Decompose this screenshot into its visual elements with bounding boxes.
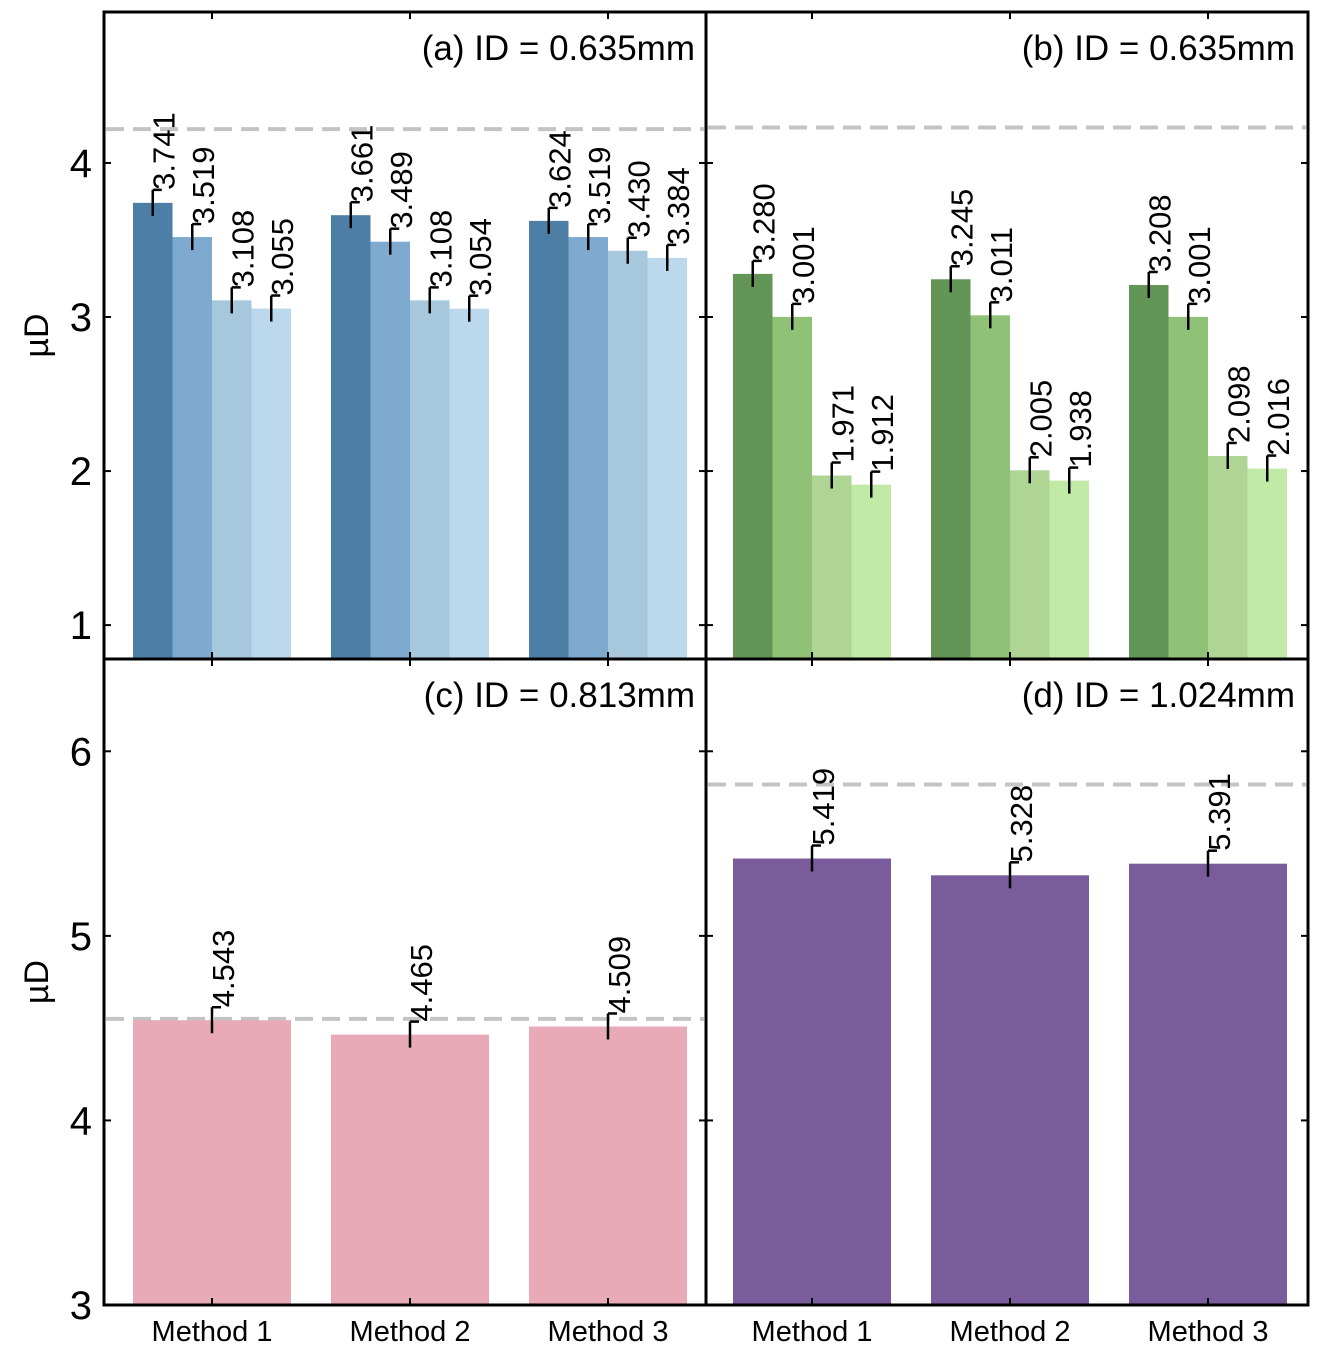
bar [1129, 863, 1287, 1305]
bar [251, 308, 291, 659]
y-tick-label: 1 [70, 604, 92, 648]
bar [772, 316, 812, 659]
data-label: 3.741 [147, 112, 182, 190]
x-tick-label: Method 2 [350, 1316, 471, 1348]
data-label: 5.328 [1004, 785, 1039, 863]
x-tick-label: Method 3 [548, 1316, 669, 1348]
panel-title: (c) ID = 0.813mm [424, 676, 695, 715]
x-tick-label: Method 1 [752, 1316, 873, 1348]
bar [568, 237, 608, 659]
data-label: 3.489 [384, 151, 419, 229]
data-label: 3.519 [582, 146, 617, 224]
x-tick-label: Method 3 [1148, 1316, 1269, 1348]
bar [1168, 316, 1208, 659]
data-label: 3.208 [1143, 194, 1178, 272]
bar [1049, 480, 1089, 659]
bar [608, 250, 648, 659]
data-label: 3.245 [945, 189, 980, 267]
bar [647, 257, 687, 659]
y-tick-label: 5 [70, 915, 92, 959]
data-label: 3.011 [984, 227, 1019, 302]
y-tick-label: 6 [70, 730, 92, 774]
y-tick-label: 3 [70, 1284, 92, 1328]
data-label: 3.624 [543, 130, 578, 208]
bar [1247, 468, 1287, 659]
data-label: 3.001 [1182, 226, 1217, 304]
data-label: 3.280 [747, 183, 782, 261]
data-label: 3.108 [424, 210, 459, 288]
data-label: 2.016 [1261, 378, 1296, 456]
data-label: 3.430 [622, 160, 657, 238]
bar [1208, 455, 1248, 659]
bar [212, 300, 252, 659]
data-label: 4.509 [602, 936, 637, 1014]
data-label: 3.054 [463, 218, 498, 296]
bar [172, 237, 212, 659]
y-tick-label: 2 [70, 450, 92, 494]
bar [931, 279, 971, 659]
bar [812, 475, 852, 659]
y-axis-label: µD [18, 960, 56, 1004]
bar [529, 220, 569, 660]
bar [931, 875, 1089, 1305]
bar [331, 215, 371, 659]
bar [133, 202, 173, 660]
data-label: 5.419 [806, 768, 841, 846]
y-tick-label: 4 [70, 1099, 92, 1143]
data-label: 2.005 [1024, 380, 1059, 458]
data-label: 3.519 [186, 146, 221, 224]
bar [449, 308, 489, 659]
bar [133, 1020, 291, 1305]
bar [851, 484, 891, 659]
data-label: 5.391 [1202, 773, 1237, 851]
panel-d: 5.419 5.328 5.391 Method 1 Method 2 Method 3 (… [704, 657, 1310, 1348]
bar [331, 1034, 489, 1305]
data-label: 3.661 [345, 125, 380, 203]
y-axis-label: µD [18, 313, 56, 357]
panel-title: (d) ID = 1.024mm [1022, 676, 1295, 715]
panel-title: (b) ID = 0.635mm [1022, 29, 1295, 68]
y-tick-label: 4 [70, 142, 92, 186]
bar [410, 300, 450, 659]
data-label: 3.055 [265, 218, 300, 296]
x-tick-label: Method 2 [950, 1316, 1071, 1348]
panel-title: (a) ID = 0.635mm [422, 29, 695, 68]
data-label: 1.912 [865, 394, 900, 472]
data-label: 1.971 [826, 385, 861, 463]
x-tick-label: Method 1 [152, 1316, 273, 1348]
bar [529, 1026, 687, 1305]
bar [370, 241, 410, 659]
bar [1129, 284, 1169, 659]
bar [733, 273, 773, 659]
data-label: 1.938 [1063, 390, 1098, 468]
data-label: 3.001 [786, 226, 821, 304]
data-label: 3.108 [226, 210, 261, 288]
bar [733, 858, 891, 1305]
data-label: 3.384 [661, 167, 696, 245]
data-label: 4.465 [404, 944, 439, 1022]
y-tick-label: 3 [70, 296, 92, 340]
panel-c: 4.543 4.465 4.509 3 4 5 6 Method 1 Method 2 Metho… [18, 657, 708, 1348]
data-label: 4.543 [206, 930, 241, 1008]
data-label: 2.098 [1222, 365, 1257, 443]
panel-frame [704, 657, 1310, 1307]
bar [1010, 470, 1050, 659]
bar [970, 315, 1010, 659]
